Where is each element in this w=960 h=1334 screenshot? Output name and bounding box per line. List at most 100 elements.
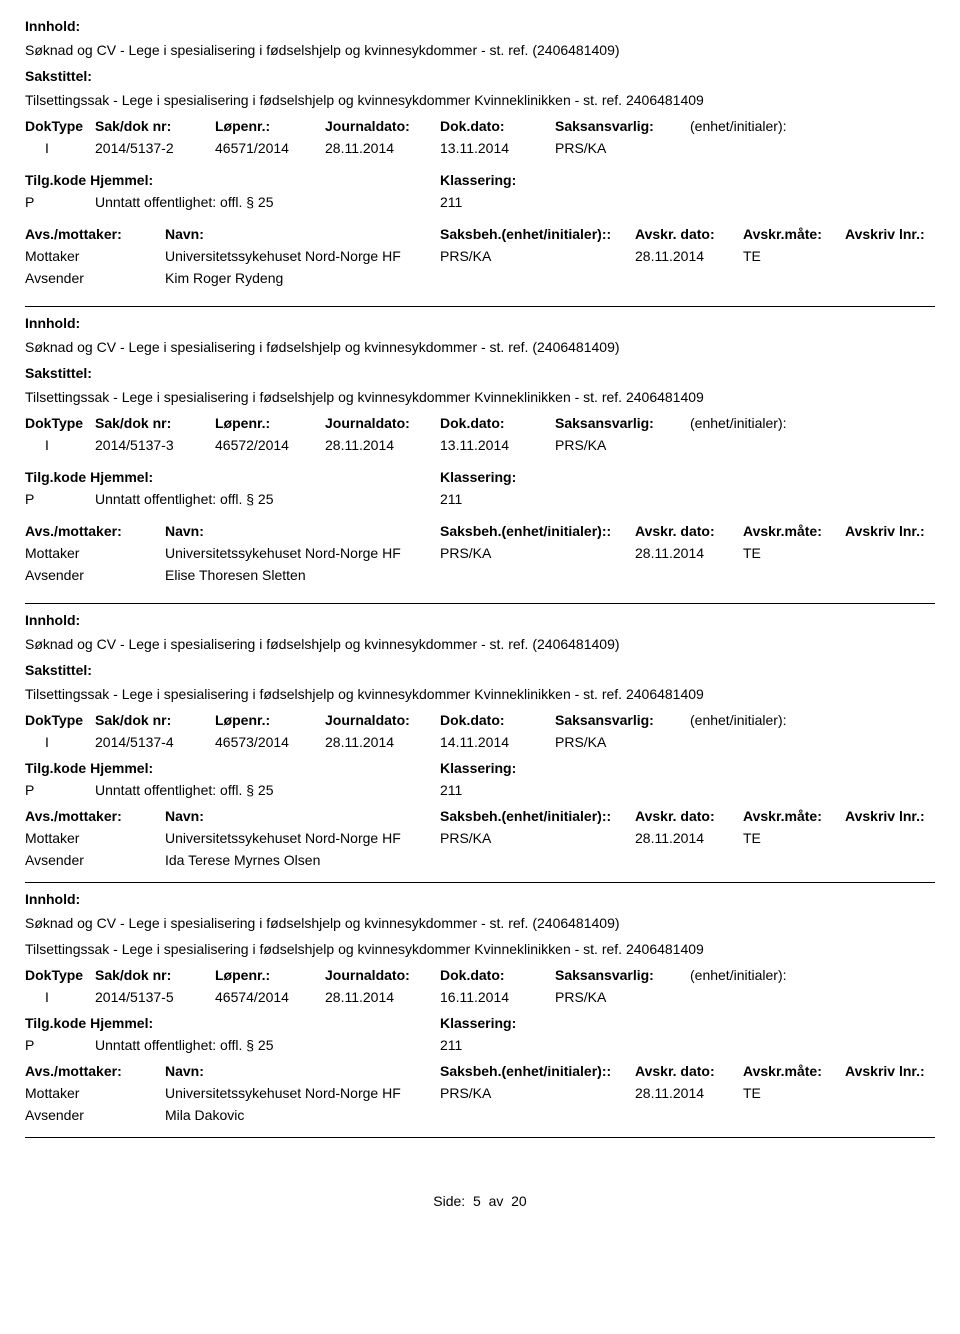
lopenr-value: 46574/2014 [215, 989, 289, 1005]
mottaker-row: Mottaker Universitetssykehuset Nord-Norg… [25, 830, 935, 850]
klassering-label: Klassering: [440, 760, 516, 776]
avskrmate-label: Avskr.måte: [743, 523, 822, 539]
value-row-1: I 2014/5137-3 46572/2014 28.11.2014 13.1… [25, 437, 935, 457]
role-avsender: Avsender [25, 270, 84, 286]
mottaker-row: Mottaker Universitetssykehuset Nord-Norg… [25, 248, 935, 268]
dokdato-label: Dok.dato: [440, 118, 505, 134]
journaldato-label: Journaldato: [325, 712, 410, 728]
hjemmel-label-text: Hjemmel: [90, 760, 153, 776]
value-row-2: P Unntatt offentlighet: offl. § 25 211 [25, 1037, 935, 1057]
enhet-initialer2-text: (enhet/initialer): [501, 226, 606, 242]
dokdato-value: 13.11.2014 [440, 437, 509, 453]
sakdoknr-value: 2014/5137-5 [95, 989, 174, 1005]
avskrmate-value: TE [743, 545, 761, 561]
saksansvarlig-label: Saksansvarlig: [555, 415, 654, 431]
value-row-2: P Unntatt offentlighet: offl. § 25 211 [25, 782, 935, 802]
enhet-initialer2-text: (enhet/initialer): [501, 808, 606, 824]
header-row-1: DokType Sak/dok nr: Løpenr.: Journaldato… [25, 967, 935, 987]
avskrdato-label: Avskr. dato: [635, 226, 715, 242]
mottaker-row: Mottaker Universitetssykehuset Nord-Norg… [25, 1085, 935, 1105]
header-row-1: DokType Sak/dok nr: Løpenr.: Journaldato… [25, 712, 935, 732]
tilgkode-label: Tilg.kode Hjemmel: [25, 1015, 153, 1031]
tilgkode-label: Tilg.kode Hjemmel: [25, 469, 153, 485]
role-mottaker: Mottaker [25, 1085, 79, 1101]
tilgkode-label: Tilg.kode Hjemmel: [25, 172, 153, 188]
value-row-2: P Unntatt offentlighet: offl. § 25 211 [25, 491, 935, 511]
saksbeh-label-text: Saksbeh. [440, 523, 501, 539]
navn-label: Navn: [165, 1063, 204, 1079]
role-mottaker: Mottaker [25, 545, 79, 561]
avsmottaker-label: Avs./mottaker: [25, 523, 122, 539]
saksansvarlig-label: Saksansvarlig: [555, 712, 654, 728]
journaldato-label: Journaldato: [325, 415, 410, 431]
avskrdato-value: 28.11.2014 [635, 545, 704, 561]
journaldato-label: Journaldato: [325, 118, 410, 134]
lopenr-label: Løpenr.: [215, 415, 270, 431]
dokdato-value: 13.11.2014 [440, 140, 509, 156]
avskrmate-value: TE [743, 1085, 761, 1101]
innhold-label: Innhold: [25, 18, 935, 34]
header-row-1: DokType Sak/dok nr: Løpenr.: Journaldato… [25, 415, 935, 435]
enhet-initialer-label: (enhet/initialer): [690, 415, 787, 431]
sakdoknr-label: Sak/dok nr: [95, 967, 171, 983]
sakdoknr-value: 2014/5137-3 [95, 437, 174, 453]
journal-record: Innhold: Søknad og CV - Lege i spesialis… [25, 307, 935, 591]
avsender-row: Avsender Ida Terese Myrnes Olsen [25, 852, 935, 872]
avskrmate-value: TE [743, 248, 761, 264]
klassering-label: Klassering: [440, 172, 516, 188]
tilgkode-label-text: Tilg.kode [25, 1015, 86, 1031]
dokdato-label: Dok.dato: [440, 712, 505, 728]
page: Innhold: Søknad og CV - Lege i spesialis… [0, 0, 960, 1224]
doktype-label: DokType [25, 118, 83, 134]
mottaker-navn: Universitetssykehuset Nord-Norge HF [165, 545, 401, 561]
doktype-value: I [45, 140, 49, 156]
enhet-initialer-label: (enhet/initialer): [690, 118, 787, 134]
header-row-2: Tilg.kode Hjemmel: Klassering: [25, 760, 935, 780]
sakstittel-label: Sakstittel: [25, 68, 935, 84]
avsender-navn: Elise Thoresen Sletten [165, 567, 306, 583]
hjemmel-label-text: Hjemmel: [90, 469, 153, 485]
enhet-initialer-label: (enhet/initialer): [690, 967, 787, 983]
value-row-1: I 2014/5137-2 46571/2014 28.11.2014 13.1… [25, 140, 935, 160]
dokdato-value: 14.11.2014 [440, 734, 509, 750]
avskrdato-value: 28.11.2014 [635, 830, 704, 846]
avsender-navn: Kim Roger Rydeng [165, 270, 283, 286]
footer-total: 20 [511, 1193, 527, 1209]
avskrmate-label: Avskr.måte: [743, 1063, 822, 1079]
lopenr-label: Løpenr.: [215, 967, 270, 983]
sakdoknr-label: Sak/dok nr: [95, 712, 171, 728]
enhet-initialer-label: (enhet/initialer): [690, 712, 787, 728]
doktype-label: DokType [25, 415, 83, 431]
saksansvarlig-value: PRS/KA [555, 989, 606, 1005]
sakdoknr-value: 2014/5137-2 [95, 140, 174, 156]
tilgkode-label-text: Tilg.kode [25, 469, 86, 485]
role-avsender: Avsender [25, 852, 84, 868]
klassering-label: Klassering: [440, 469, 516, 485]
saksansvarlig-value: PRS/KA [555, 437, 606, 453]
doktype-label: DokType [25, 712, 83, 728]
saksbeh-label: Saksbeh.(enhet/initialer):: [440, 226, 611, 242]
mottaker-navn: Universitetssykehuset Nord-Norge HF [165, 830, 401, 846]
innhold-text: Søknad og CV - Lege i spesialisering i f… [25, 915, 935, 931]
hjemmel-value: Unntatt offentlighet: offl. § 25 [95, 782, 274, 798]
dokdato-value: 16.11.2014 [440, 989, 509, 1005]
navn-label: Navn: [165, 226, 204, 242]
lopenr-value: 46572/2014 [215, 437, 289, 453]
hjemmel-value: Unntatt offentlighet: offl. § 25 [95, 194, 274, 210]
doktype-label: DokType [25, 967, 83, 983]
sakstittel-text: Tilsettingssak - Lege i spesialisering i… [25, 941, 935, 957]
saksbeh-label: Saksbeh.(enhet/initialer):: [440, 523, 611, 539]
avskrdato-label: Avskr. dato: [635, 808, 715, 824]
avsender-row: Avsender Elise Thoresen Sletten [25, 567, 935, 587]
tilgkode-value: P [25, 491, 34, 507]
header-row-3: Avs./mottaker: Navn: Saksbeh.(enhet/init… [25, 808, 935, 828]
page-footer: Side: 5 av 20 [25, 1193, 935, 1209]
avsender-navn: Mila Dakovic [165, 1107, 244, 1123]
tilgkode-value: P [25, 1037, 34, 1053]
record-divider [25, 1137, 935, 1138]
saksbeh-value: PRS/KA [440, 248, 491, 264]
avskrivlnr-label: Avskriv lnr.: [845, 808, 925, 824]
journaldato-value: 28.11.2014 [325, 989, 394, 1005]
avskrmate-label: Avskr.måte: [743, 226, 822, 242]
innhold-text: Søknad og CV - Lege i spesialisering i f… [25, 42, 935, 58]
